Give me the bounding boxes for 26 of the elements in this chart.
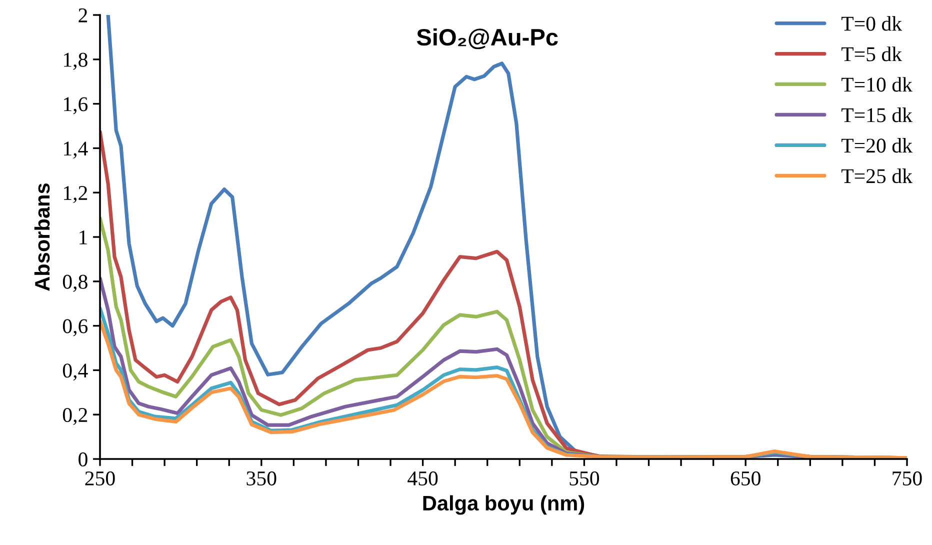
x-tick-label: 650 — [730, 471, 760, 486]
legend-label: T=5 dk — [841, 46, 902, 62]
legend-label: T=0 dk — [841, 16, 902, 31]
y-tick-label: 1,4 — [64, 142, 88, 159]
y-tick-label: 1,2 — [64, 186, 88, 204]
y-axis-title: Absorbans — [34, 183, 50, 291]
x-tick-label: 450 — [408, 471, 438, 486]
y-tick-label: 1,8 — [64, 52, 88, 70]
y-tick-label: 1 — [80, 230, 87, 244]
y-tick-label: 0,6 — [62, 319, 88, 336]
text: SiO₂@Au-Pc — [416, 28, 558, 50]
y-tick-label: 0 — [78, 452, 88, 466]
y-tick-label: 0,4 — [62, 364, 88, 381]
x-axis-title: Dalga boyu (nm) — [423, 495, 584, 515]
y-tick-label: 2 — [78, 8, 88, 22]
legend-label: T=20 dk — [841, 138, 912, 153]
legend-label: T=10 dk — [841, 77, 912, 92]
legend-label: T=15 dk — [841, 108, 912, 122]
y-tick-label: 1,6 — [64, 97, 88, 114]
y-tick-label: 0,8 — [62, 274, 88, 292]
legend-label: T=25 dk — [841, 168, 912, 184]
x-tick-label: 250 — [85, 471, 115, 486]
x-tick-label: 550 — [570, 471, 600, 486]
x-tick-label: 350 — [246, 471, 276, 486]
x-tick-label: 750 — [892, 471, 922, 486]
y-tick-label: 0,2 — [62, 408, 88, 426]
